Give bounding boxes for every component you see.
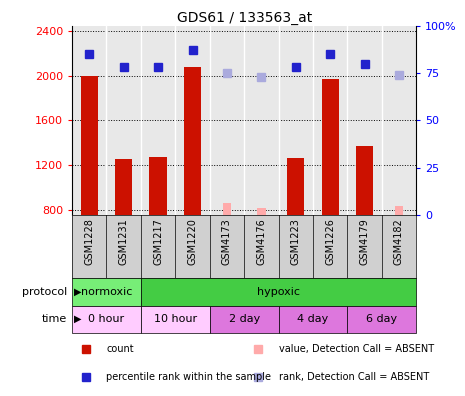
Bar: [210, 306, 279, 333]
Text: GSM1226: GSM1226: [325, 218, 335, 265]
Bar: [223, 203, 231, 215]
Text: count: count: [106, 344, 134, 354]
Title: GDS61 / 133563_at: GDS61 / 133563_at: [177, 11, 312, 25]
Text: 10 hour: 10 hour: [154, 314, 197, 324]
Text: time: time: [42, 314, 67, 324]
Text: 0 hour: 0 hour: [88, 314, 125, 324]
Text: GSM1231: GSM1231: [119, 218, 129, 265]
Text: protocol: protocol: [22, 287, 67, 297]
Bar: [141, 306, 210, 333]
Text: normoxic: normoxic: [81, 287, 132, 297]
Bar: [141, 278, 416, 306]
Text: GSM1217: GSM1217: [153, 218, 163, 265]
Bar: [72, 306, 141, 333]
Text: GSM1223: GSM1223: [291, 218, 301, 265]
Text: 2 day: 2 day: [228, 314, 260, 324]
Text: GSM1228: GSM1228: [84, 218, 94, 265]
Text: rank, Detection Call = ABSENT: rank, Detection Call = ABSENT: [279, 372, 429, 382]
Bar: [356, 146, 373, 215]
Text: ▶: ▶: [74, 287, 82, 297]
Text: percentile rank within the sample: percentile rank within the sample: [106, 372, 272, 382]
Bar: [322, 79, 339, 215]
Bar: [347, 306, 416, 333]
Bar: [72, 278, 141, 306]
Text: GSM4182: GSM4182: [394, 218, 404, 265]
Text: 4 day: 4 day: [297, 314, 329, 324]
Text: hypoxic: hypoxic: [257, 287, 300, 297]
Bar: [287, 158, 304, 215]
Text: GSM1220: GSM1220: [187, 218, 198, 265]
Bar: [395, 206, 403, 215]
Text: GSM4179: GSM4179: [359, 218, 370, 265]
Text: GSM4173: GSM4173: [222, 218, 232, 265]
Bar: [257, 208, 266, 215]
Text: 6 day: 6 day: [366, 314, 397, 324]
Bar: [115, 159, 132, 215]
Bar: [279, 306, 347, 333]
Text: GSM4176: GSM4176: [256, 218, 266, 265]
Bar: [149, 157, 166, 215]
Text: ▶: ▶: [74, 314, 82, 324]
Text: value, Detection Call = ABSENT: value, Detection Call = ABSENT: [279, 344, 434, 354]
Bar: [184, 67, 201, 215]
Bar: [80, 76, 98, 215]
